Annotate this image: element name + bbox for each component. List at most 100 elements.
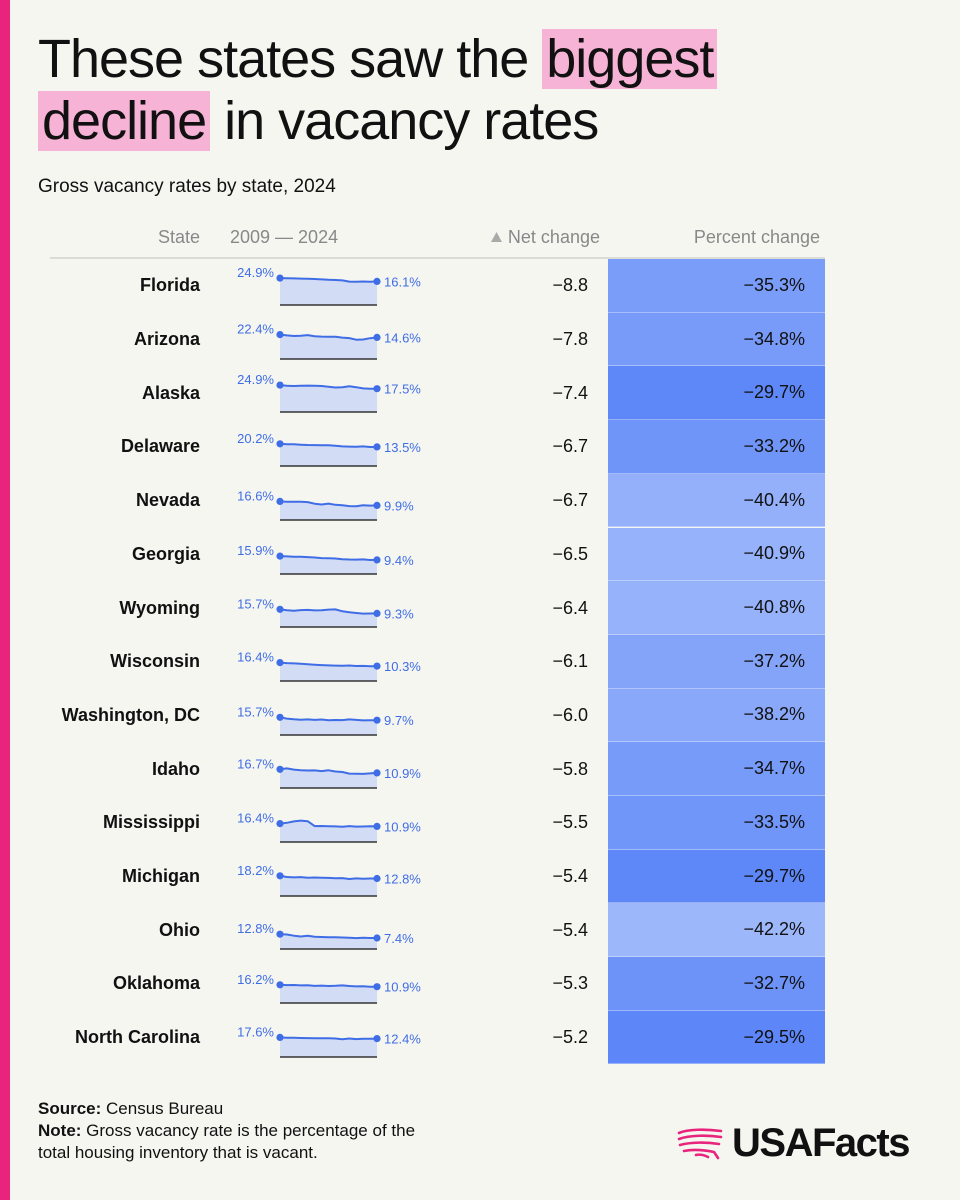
sparkline-line — [279, 333, 378, 341]
sparkline-end-label: 10.9% — [384, 819, 421, 834]
header-trend: 2009 — 2024 — [230, 227, 339, 247]
sparkline-start-label: 16.6% — [237, 488, 274, 503]
sparkline-area — [280, 716, 377, 735]
sparkline-start-point — [276, 330, 284, 338]
percent-change-cell: −29.5% — [608, 1010, 825, 1065]
sparkline: 15.7% 9.7% — [237, 704, 414, 736]
percent-change-value: −40.9% — [743, 543, 805, 564]
sparkline-end-label: 12.4% — [384, 1031, 421, 1046]
sparkline-end-label: 17.5% — [384, 382, 421, 397]
sparkline-area — [280, 385, 377, 413]
sparkline: 20.2% 13.5% — [237, 431, 421, 467]
title-part2: in vacancy rates — [210, 91, 599, 151]
sparkline-end-point — [373, 769, 381, 777]
sparkline-start-label: 12.8% — [237, 922, 274, 937]
net-change-value: −5.3 — [552, 973, 588, 994]
percent-change-value: −33.2% — [743, 435, 805, 456]
sparkline-end-point — [373, 822, 381, 830]
table-row: North Carolina 17.6% 12.4% −5.2 −29.5% — [0, 1010, 960, 1065]
state-name: Michigan — [121, 866, 200, 887]
percent-change-cell: −40.9% — [608, 527, 825, 582]
note-text: Gross vacancy rate is the percentage of … — [38, 1121, 416, 1162]
sparkline-start-label: 15.7% — [237, 596, 274, 611]
percent-change-value: −38.2% — [743, 704, 805, 725]
sparkline: 18.2% 12.8% — [237, 862, 421, 897]
sparkline-start-point — [276, 820, 284, 828]
sparkline-end-label: 9.9% — [384, 498, 414, 513]
table-row: Arizona 22.4% 14.6% −7.8 −34.8% — [0, 312, 960, 367]
table-row: Idaho 16.7% 10.9% −5.8 −34.7% — [0, 742, 960, 796]
table-row: Ohio 12.8% 7.4% −5.4 −42.2% — [0, 903, 960, 958]
net-change-value: −7.8 — [552, 329, 588, 350]
sparkline-start-point — [276, 713, 284, 721]
state-name: Washington, DC — [61, 704, 200, 725]
sparkline: 24.9% 16.1% — [237, 265, 421, 306]
percent-change-cell: −40.8% — [608, 581, 825, 635]
table-row: Wisconsin 16.4% 10.3% −6.1 −37.2% — [0, 634, 960, 689]
sparkline-end-point — [373, 874, 381, 882]
usafacts-logo: USAFacts — [676, 1118, 910, 1168]
sparkline-area — [280, 501, 377, 520]
sparkline-line — [279, 874, 377, 880]
sparkline-line — [279, 277, 378, 283]
sparkline-line — [279, 500, 378, 508]
percent-change-cell: −40.4% — [608, 473, 825, 528]
sparkline-end-label: 9.7% — [384, 713, 414, 728]
sparkline-area — [280, 278, 377, 305]
sparkline-area — [280, 875, 377, 896]
sparkline-end-label: 12.8% — [384, 871, 421, 886]
sparkline-start-point — [276, 981, 284, 989]
sparkline-end-point — [373, 983, 381, 991]
sparkline-start-point — [276, 605, 284, 614]
percent-change-cell: −34.8% — [608, 312, 825, 367]
sparkline: 16.7% 10.9% — [237, 757, 421, 789]
state-name: Wyoming — [119, 597, 200, 618]
sparkline-start-point — [276, 871, 284, 880]
sparkline-start-point — [276, 381, 284, 390]
sparkline: 22.4% 14.6% — [237, 321, 421, 360]
sparkline-end-label: 7.4% — [384, 931, 414, 946]
logo-text: USAFacts — [732, 1120, 910, 1165]
net-change-value: −8.8 — [552, 275, 588, 296]
table-row: Michigan 18.2% 12.8% −5.4 −29.7% — [0, 849, 960, 904]
state-name: Ohio — [159, 919, 200, 940]
percent-change-cell: −29.7% — [608, 366, 825, 421]
sparkline: 15.7% 9.3% — [237, 596, 414, 628]
sparkline-line — [279, 819, 378, 828]
state-name: Idaho — [152, 758, 200, 779]
title-highlight-decline: decline — [38, 91, 211, 151]
state-name: Alaska — [141, 382, 200, 403]
sparkline-line — [279, 554, 378, 561]
sparkline-end-label: 16.1% — [384, 274, 421, 289]
table-row: Florida 24.9% 16.1% −8.8 −35.3% — [0, 259, 960, 313]
table-row: Delaware 20.2% 13.5% −6.7 −33.2% — [0, 420, 960, 474]
table-row: Mississippi 16.4% 10.9% −5.5 −33.5% — [0, 796, 960, 850]
sparkline-start-label: 24.9% — [237, 265, 274, 280]
percent-change-cell: −35.3% — [608, 259, 825, 313]
sparkline-start-label: 16.2% — [237, 972, 274, 987]
sparkline-start-label: 22.4% — [237, 321, 274, 336]
sparkline-start-point — [276, 658, 284, 667]
net-change-value: −5.4 — [552, 919, 588, 940]
sparkline-line — [279, 983, 377, 988]
header-percent-change: Percent change — [693, 227, 820, 247]
percent-change-value: −34.8% — [743, 328, 805, 349]
sparkline-line — [279, 767, 378, 776]
sparkline-area — [280, 984, 377, 1004]
header-net-change[interactable]: Net change — [476, 227, 600, 248]
note-line: Note: Gross vacancy rate is the percenta… — [38, 1120, 418, 1164]
table-row: Alaska 24.9% 17.5% −7.4 −29.7% — [0, 366, 960, 421]
sparkline-end-label: 9.4% — [384, 552, 414, 567]
sparkline-start-label: 24.9% — [237, 372, 274, 387]
header-divider — [50, 257, 825, 259]
table-row: Wyoming 15.7% 9.3% −6.4 −40.8% — [0, 581, 960, 635]
state-name: Wisconsin — [110, 651, 200, 672]
sparkline-end-point — [373, 716, 381, 724]
sparkline: 16.4% 10.3% — [237, 649, 421, 682]
table-row: Georgia 15.9% 9.4% −6.5 −40.9% — [0, 527, 960, 582]
sparkline-end-label: 10.9% — [384, 766, 421, 781]
sparkline: 15.9% 9.4% — [237, 543, 414, 575]
net-change-value: −6.4 — [552, 597, 588, 618]
sparkline-area — [280, 334, 377, 359]
sparkline-end-point — [373, 662, 381, 670]
